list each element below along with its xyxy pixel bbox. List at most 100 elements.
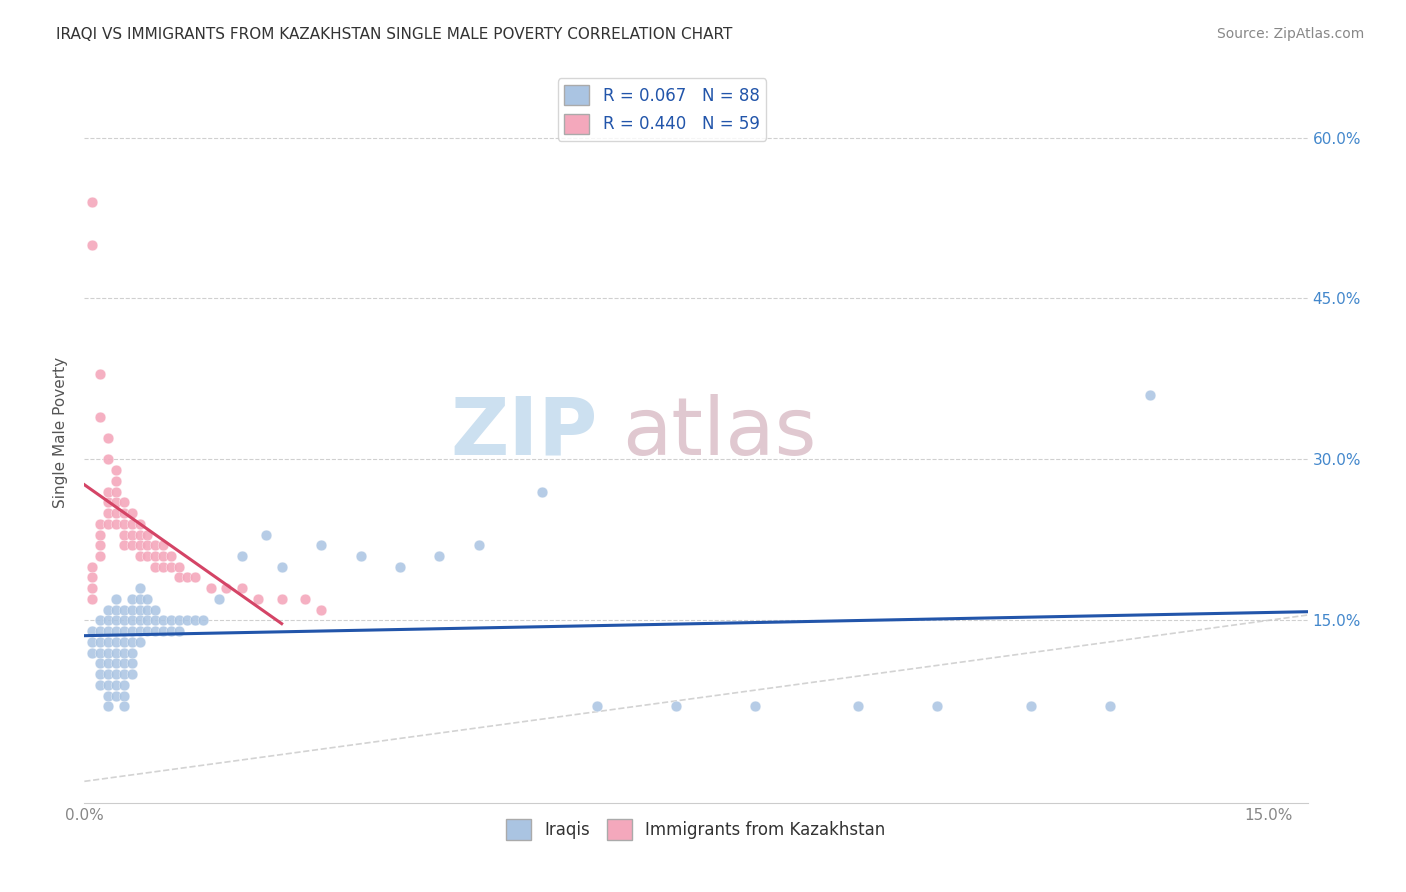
Point bbox=[246, 591, 269, 606]
Point bbox=[231, 549, 253, 563]
Point bbox=[89, 678, 111, 692]
Point bbox=[104, 667, 127, 681]
Point bbox=[97, 495, 120, 509]
Point bbox=[254, 527, 277, 541]
Point bbox=[89, 549, 111, 563]
Point bbox=[112, 624, 135, 639]
Point bbox=[82, 591, 104, 606]
Point bbox=[167, 614, 190, 628]
Point bbox=[531, 484, 554, 499]
Point bbox=[82, 581, 104, 595]
Point bbox=[176, 570, 198, 584]
Point bbox=[104, 614, 127, 628]
Point bbox=[104, 602, 127, 616]
Point bbox=[128, 527, 150, 541]
Point bbox=[97, 624, 120, 639]
Point bbox=[97, 699, 120, 714]
Point bbox=[97, 678, 120, 692]
Point bbox=[184, 570, 207, 584]
Point bbox=[128, 581, 150, 595]
Point bbox=[82, 559, 104, 574]
Point bbox=[136, 527, 159, 541]
Point bbox=[468, 538, 491, 552]
Point bbox=[97, 667, 120, 681]
Point bbox=[176, 614, 198, 628]
Point bbox=[89, 635, 111, 649]
Point bbox=[104, 646, 127, 660]
Point bbox=[104, 689, 127, 703]
Point bbox=[82, 635, 104, 649]
Point bbox=[309, 538, 332, 552]
Point bbox=[128, 516, 150, 531]
Point bbox=[97, 689, 120, 703]
Point bbox=[82, 646, 104, 660]
Point bbox=[112, 667, 135, 681]
Point bbox=[128, 549, 150, 563]
Point bbox=[97, 602, 120, 616]
Point bbox=[167, 570, 190, 584]
Point bbox=[145, 549, 167, 563]
Point bbox=[200, 581, 222, 595]
Point bbox=[104, 624, 127, 639]
Point bbox=[160, 624, 183, 639]
Point bbox=[112, 635, 135, 649]
Text: IRAQI VS IMMIGRANTS FROM KAZAKHSTAN SINGLE MALE POVERTY CORRELATION CHART: IRAQI VS IMMIGRANTS FROM KAZAKHSTAN SING… bbox=[56, 27, 733, 42]
Point bbox=[184, 614, 207, 628]
Legend: Iraqis, Immigrants from Kazakhstan: Iraqis, Immigrants from Kazakhstan bbox=[499, 813, 893, 847]
Point bbox=[121, 591, 143, 606]
Point bbox=[104, 474, 127, 488]
Point bbox=[89, 538, 111, 552]
Point bbox=[128, 602, 150, 616]
Point bbox=[97, 484, 120, 499]
Point bbox=[89, 657, 111, 671]
Point bbox=[152, 549, 174, 563]
Point bbox=[128, 614, 150, 628]
Point bbox=[136, 549, 159, 563]
Point bbox=[160, 614, 183, 628]
Point bbox=[744, 699, 766, 714]
Point bbox=[429, 549, 451, 563]
Point bbox=[167, 624, 190, 639]
Point bbox=[97, 506, 120, 520]
Point bbox=[97, 516, 120, 531]
Point bbox=[136, 614, 159, 628]
Point bbox=[112, 495, 135, 509]
Point bbox=[97, 657, 120, 671]
Point bbox=[112, 602, 135, 616]
Point bbox=[145, 624, 167, 639]
Point bbox=[136, 591, 159, 606]
Text: ZIP: ZIP bbox=[451, 393, 598, 472]
Point bbox=[152, 614, 174, 628]
Point bbox=[89, 667, 111, 681]
Point bbox=[145, 538, 167, 552]
Point bbox=[97, 614, 120, 628]
Point bbox=[121, 657, 143, 671]
Point bbox=[104, 506, 127, 520]
Point bbox=[215, 581, 238, 595]
Point bbox=[128, 538, 150, 552]
Point bbox=[121, 516, 143, 531]
Point bbox=[294, 591, 316, 606]
Point bbox=[152, 538, 174, 552]
Y-axis label: Single Male Poverty: Single Male Poverty bbox=[53, 357, 69, 508]
Point bbox=[82, 624, 104, 639]
Point bbox=[160, 549, 183, 563]
Point bbox=[1021, 699, 1043, 714]
Point bbox=[270, 559, 292, 574]
Point bbox=[121, 624, 143, 639]
Point bbox=[97, 431, 120, 445]
Point bbox=[167, 559, 190, 574]
Point bbox=[207, 591, 229, 606]
Point bbox=[136, 538, 159, 552]
Point bbox=[89, 614, 111, 628]
Point bbox=[112, 614, 135, 628]
Point bbox=[121, 667, 143, 681]
Point bbox=[121, 635, 143, 649]
Point bbox=[89, 516, 111, 531]
Point bbox=[104, 657, 127, 671]
Point bbox=[112, 506, 135, 520]
Point bbox=[389, 559, 412, 574]
Point bbox=[145, 614, 167, 628]
Point bbox=[128, 591, 150, 606]
Point bbox=[152, 559, 174, 574]
